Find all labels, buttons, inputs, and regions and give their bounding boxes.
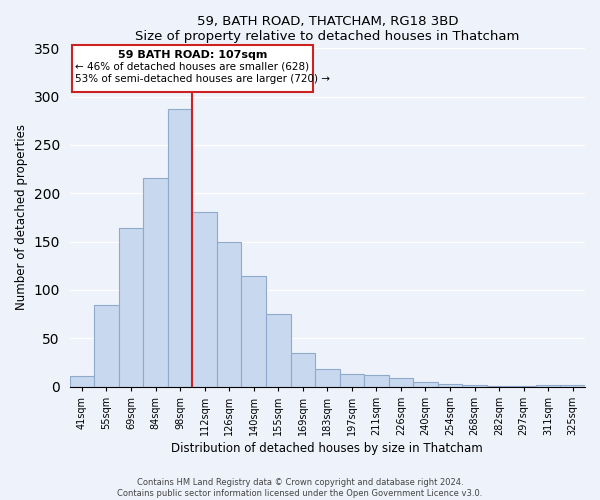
Bar: [217, 242, 241, 386]
Bar: [193, 212, 217, 386]
Bar: [315, 370, 340, 386]
Bar: [168, 109, 193, 386]
Bar: [364, 375, 389, 386]
Bar: [241, 276, 266, 386]
Y-axis label: Number of detached properties: Number of detached properties: [15, 124, 28, 310]
Bar: [119, 228, 143, 386]
Bar: [290, 353, 315, 386]
Bar: [94, 306, 119, 386]
Title: 59, BATH ROAD, THATCHAM, RG18 3BD
Size of property relative to detached houses i: 59, BATH ROAD, THATCHAM, RG18 3BD Size o…: [135, 15, 520, 43]
Text: ← 46% of detached houses are smaller (628): ← 46% of detached houses are smaller (62…: [74, 62, 308, 72]
Bar: [266, 314, 290, 386]
Text: Contains HM Land Registry data © Crown copyright and database right 2024.
Contai: Contains HM Land Registry data © Crown c…: [118, 478, 482, 498]
Bar: [70, 376, 94, 386]
Bar: [389, 378, 413, 386]
Bar: [143, 178, 168, 386]
Text: 59 BATH ROAD: 107sqm: 59 BATH ROAD: 107sqm: [118, 50, 267, 60]
Text: 53% of semi-detached houses are larger (720) →: 53% of semi-detached houses are larger (…: [74, 74, 329, 85]
Bar: [438, 384, 462, 386]
Bar: [340, 374, 364, 386]
Bar: [413, 382, 438, 386]
X-axis label: Distribution of detached houses by size in Thatcham: Distribution of detached houses by size …: [172, 442, 483, 455]
Bar: [536, 384, 560, 386]
FancyBboxPatch shape: [72, 46, 313, 92]
Bar: [560, 384, 585, 386]
Bar: [462, 384, 487, 386]
